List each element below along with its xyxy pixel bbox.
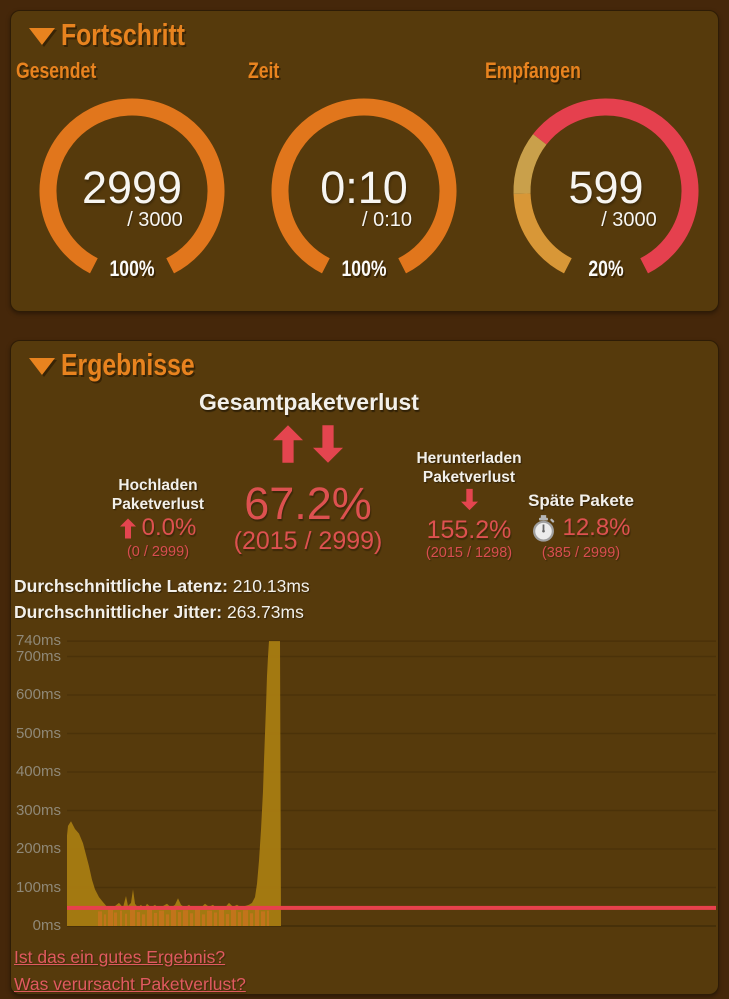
gauge-label-sent: Gesendet [16,58,97,83]
upload-arrow-icon [273,425,303,463]
late-packets-percent: 12.8% [562,514,631,541]
late-packets-title: Späte Pakete [528,491,634,510]
total-packet-loss-title: Gesamtpaketverlust [199,389,419,415]
y-axis-tick: 700ms [15,647,61,665]
threshold-line [67,905,716,910]
download-loss-title: Herunterladen Paketverlust [416,450,522,486]
download-arrow-icon [313,425,343,463]
total-packet-loss-percent: 67.2% [244,478,372,529]
gauge-label-received: Empfangen [485,58,581,83]
download-loss-ratio: (2015 / 1298) [425,545,513,561]
y-axis-tick: 200ms [15,840,61,857]
upload-loss-percent-row: 0.0% [83,514,233,542]
y-axis-tick: 0ms [32,917,61,934]
late-packets-ratio: (385 / 2999) [541,545,621,561]
y-axis-tick: 100ms [15,878,61,896]
gauge-sent-value: 2999 [81,162,183,213]
total-arrows [258,424,358,464]
download-loss-percent: 155.2% [426,516,512,544]
gauge-time: 0:10 / 0:10 100% [269,96,459,286]
gauge-time-percent: 100% [341,256,387,281]
collapse-triangle-icon [29,28,55,45]
results-section-title: Ergebnisse [61,347,195,382]
upload-loss-percent: 0.0% [141,514,197,541]
upload-arrow-icon [119,518,136,538]
gauge-received-percent: 20% [588,256,624,281]
gauge-received: 599 / 3000 20% [511,96,701,286]
latency-chart [67,640,716,927]
gauge-received-ring [513,98,699,274]
progress-panel: Fortschritt Gesendet Zeit Empfangen 2999… [10,10,719,312]
progress-section-header[interactable]: Fortschritt [11,11,718,63]
gauge-received-total: / 3000 [601,209,657,231]
gauge-time-value: 0:10 [320,162,408,213]
y-axis-tick: 600ms [15,686,61,703]
gauge-sent: 2999 / 3000 100% [37,96,227,286]
collapse-triangle-icon [29,358,55,375]
results-panel: Ergebnisse Gesamtpaketverlust 67.2% (201… [10,340,719,995]
y-axis-tick: 400ms [15,763,61,780]
gauge-sent-total: / 3000 [127,209,183,231]
y-axis-tick: 300ms [15,801,61,819]
upload-loss-title: Hochladen Paketverlust [111,477,205,513]
gauge-sent-ring [39,98,225,274]
download-arrow-icon [460,488,478,511]
results-section-header[interactable]: Ergebnisse [11,341,718,393]
average-jitter-line: Durchschnittlicher Jitter: 263.73ms [14,602,304,622]
gauge-time-total: / 0:10 [361,209,413,231]
good-result-link[interactable]: Ist das ein gutes Ergebnis? [14,947,226,967]
upload-loss-ratio: (0 / 2999) [126,544,190,560]
y-axis-tick: 740ms [15,632,61,650]
late-packets-percent-row: 12.8% [506,514,656,542]
stopwatch-icon [533,514,555,542]
progress-section-title: Fortschritt [61,17,185,52]
gauge-time-ring [271,98,457,274]
gauge-label-time: Zeit [248,58,280,83]
y-axis-tick: 500ms [15,724,61,742]
what-causes-loss-link[interactable]: Was verursacht Paketverlust? [14,974,246,994]
download-arrow-wrap [394,488,544,516]
gauge-sent-percent: 100% [109,256,155,281]
total-packet-loss-ratio: (2015 / 2999) [233,527,383,555]
gauge-received-value: 599 [568,162,644,213]
average-latency-line: Durchschnittliche Latenz: 210.13ms [14,576,310,596]
